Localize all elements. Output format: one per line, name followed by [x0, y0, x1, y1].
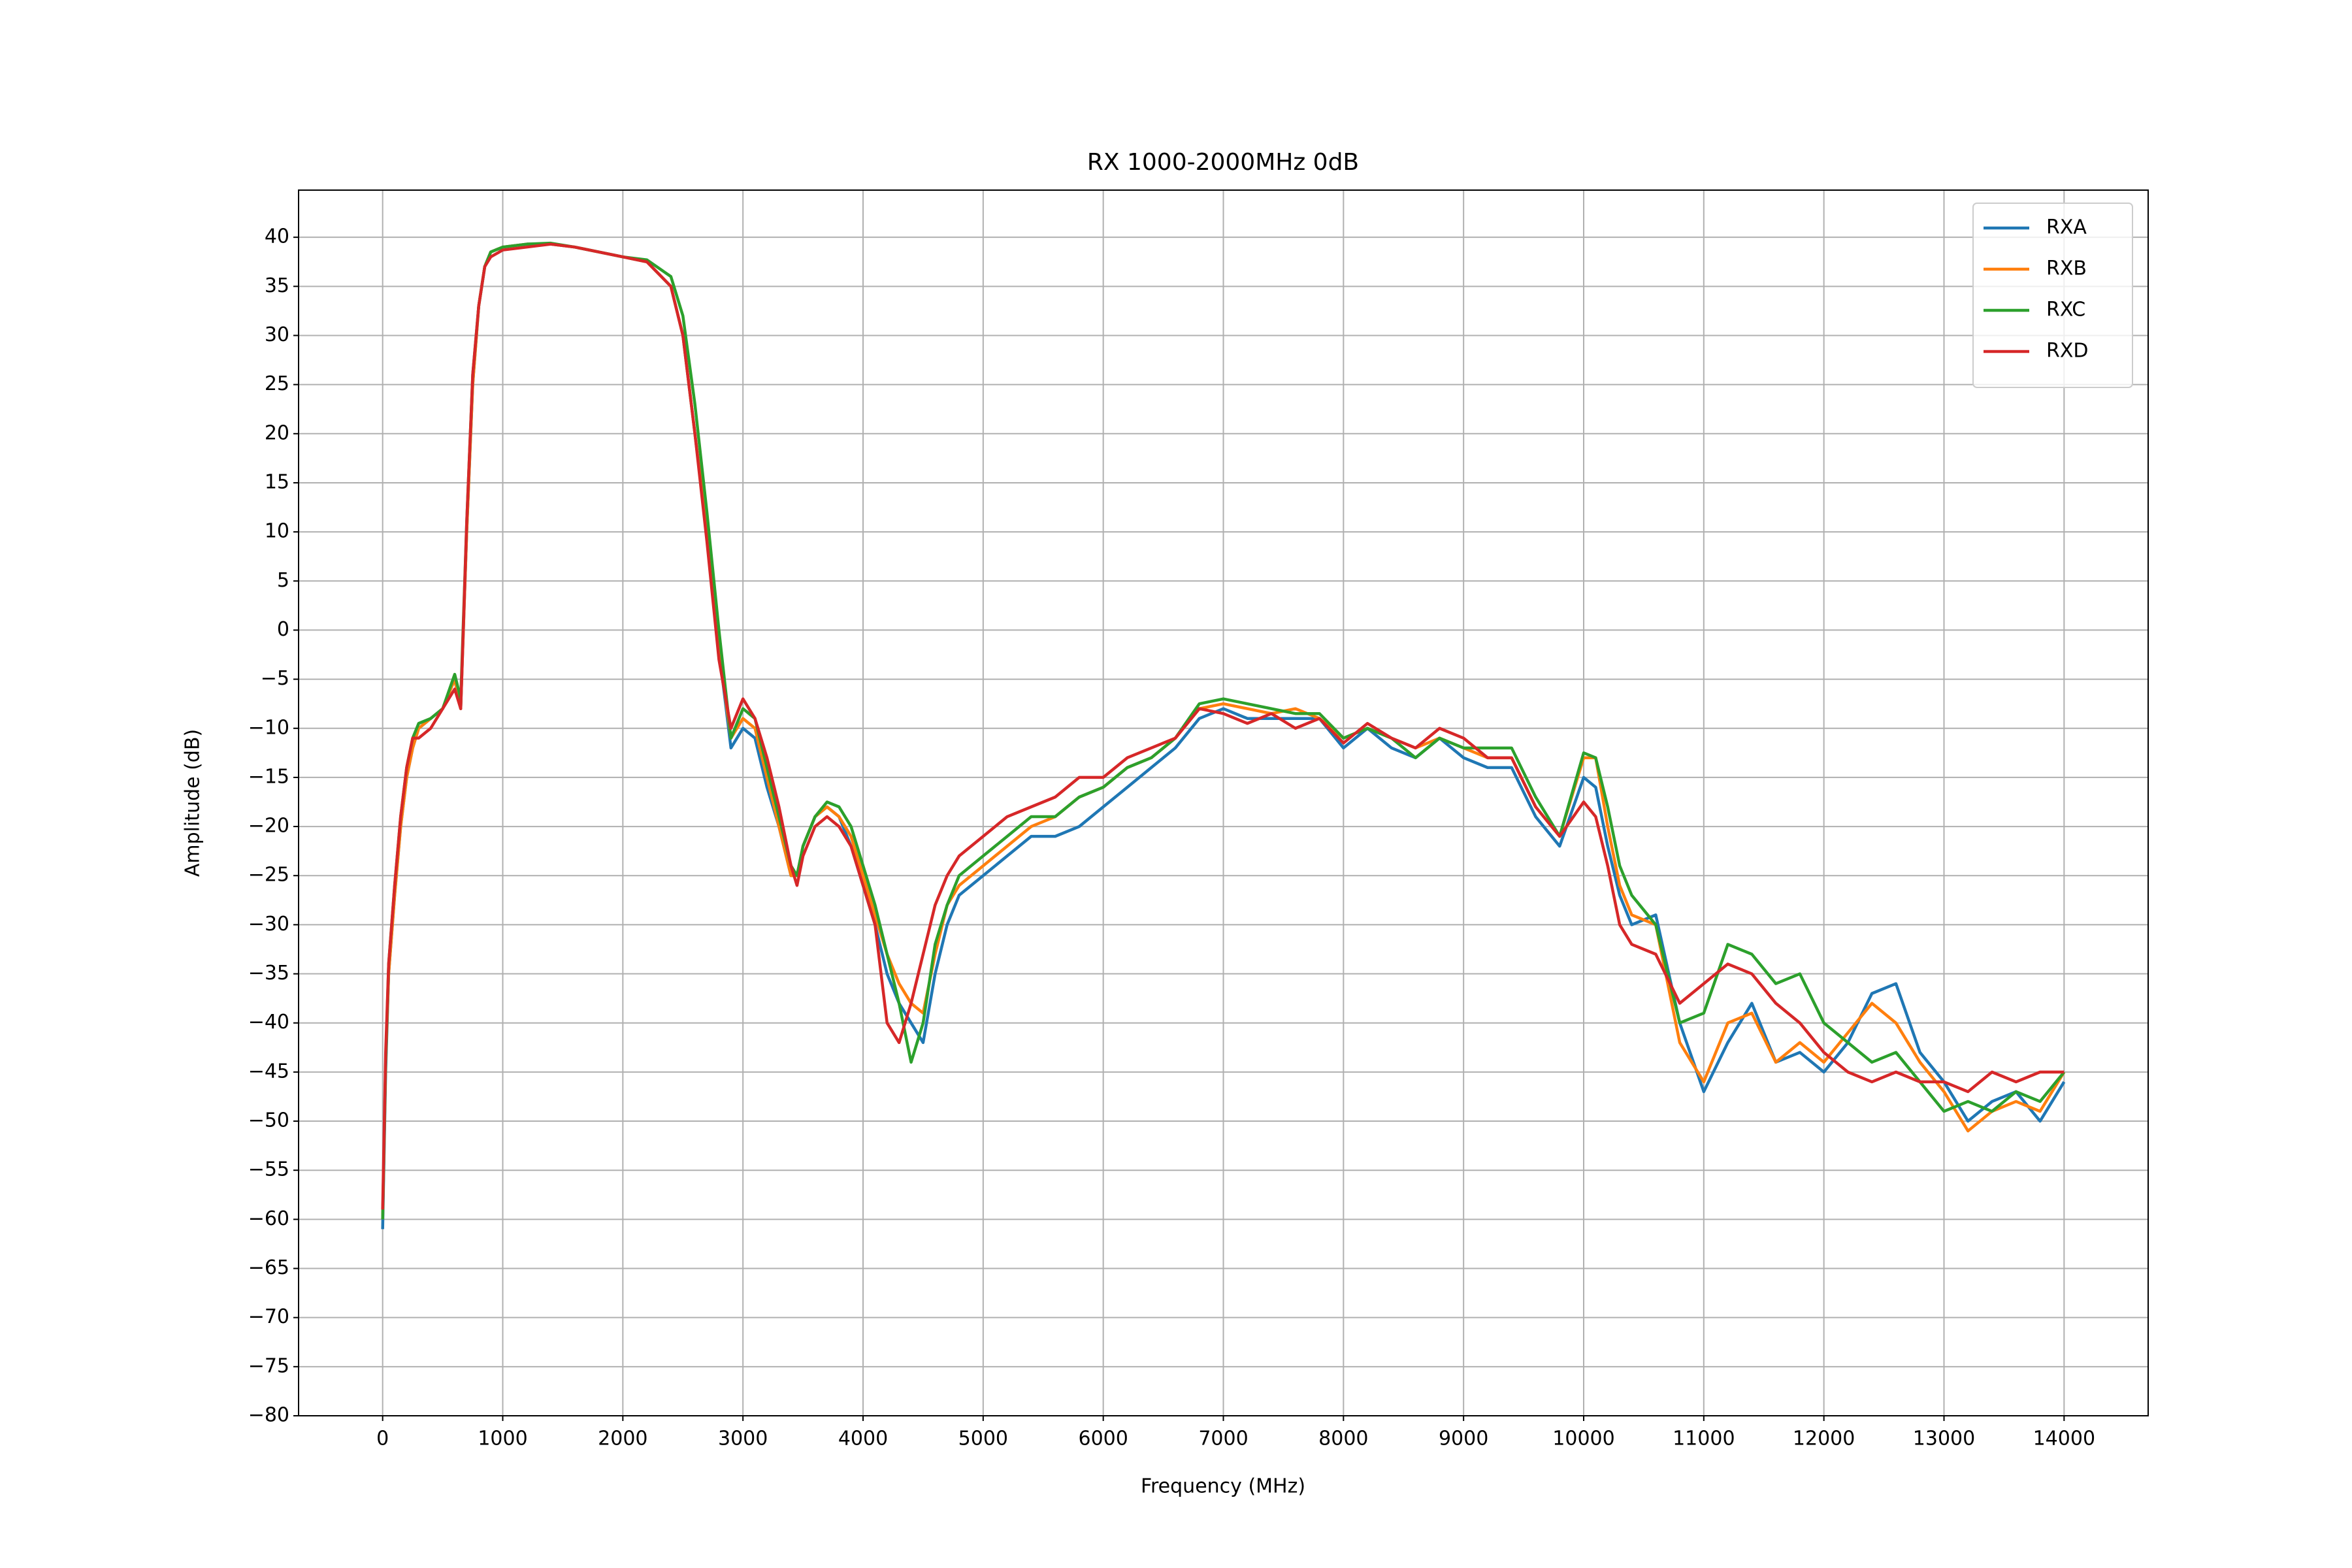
legend-box [1972, 203, 2133, 388]
x-tick-label: 12000 [1793, 1428, 1855, 1450]
y-tick-label: −75 [248, 1354, 289, 1377]
y-tick-label: 35 [265, 274, 289, 297]
y-tick-label: −65 [248, 1256, 289, 1279]
y-tick-label: −15 [248, 765, 289, 788]
legend-label: RXB [2046, 257, 2087, 280]
y-tick-label: −80 [248, 1404, 289, 1427]
y-tick-label: −10 [248, 716, 289, 739]
plot-frame [298, 189, 2149, 1416]
y-tick-label: −50 [248, 1109, 289, 1132]
y-tick-label: −40 [248, 1011, 289, 1034]
y-tick-label: −70 [248, 1305, 289, 1328]
y-tick-label: 5 [277, 569, 289, 592]
legend-label: RXC [2046, 299, 2085, 321]
y-tick-label: −5 [261, 667, 289, 690]
series-line [381, 241, 2066, 1220]
x-tick-label: 14000 [2033, 1428, 2095, 1450]
x-tick-label: 2000 [598, 1428, 647, 1450]
y-tick-label: −25 [248, 864, 289, 887]
x-tick-label: 0 [376, 1428, 389, 1450]
y-tick-label: −20 [248, 815, 289, 838]
y-tick-label: −30 [248, 913, 289, 936]
x-tick-label: 7000 [1198, 1428, 1248, 1450]
x-tick-label: 3000 [718, 1428, 768, 1450]
y-tick-label: 25 [265, 372, 289, 395]
x-tick-label: 9000 [1439, 1428, 1488, 1450]
legend-label: RXA [2046, 216, 2087, 239]
y-axis-label: Amplitude (dB) [182, 729, 204, 877]
y-tick-label: 0 [277, 618, 289, 641]
x-tick-label: 6000 [1078, 1428, 1128, 1450]
x-tick-label: 10000 [1552, 1428, 1614, 1450]
x-axis-label: Frequency (MHz) [1141, 1475, 1305, 1498]
x-tick-label: 1000 [478, 1428, 527, 1450]
y-tick-label: −55 [248, 1158, 289, 1181]
y-tick-label: 30 [265, 323, 289, 346]
x-tick-label: 13000 [1913, 1428, 1975, 1450]
series-line [381, 242, 2065, 1210]
y-tick-label: −45 [248, 1060, 289, 1083]
legend: RXA RXB RXC RXD [1972, 203, 2133, 388]
x-tick-label: 4000 [838, 1428, 888, 1450]
legend-label: RXD [2046, 340, 2089, 363]
x-tick-label: 5000 [958, 1428, 1008, 1450]
y-tick-label: −35 [248, 962, 289, 985]
y-tick-label: 10 [265, 520, 289, 543]
y-tick-label: −60 [248, 1207, 289, 1230]
chart-title: RX 1000-2000MHz 0dB [1087, 149, 1359, 176]
y-tick-label: 15 [265, 470, 289, 493]
x-tick-label: 11000 [1673, 1428, 1735, 1450]
x-tick-label: 8000 [1318, 1428, 1368, 1450]
y-tick-label: 40 [265, 225, 289, 248]
y-tick-label: 20 [265, 421, 289, 444]
